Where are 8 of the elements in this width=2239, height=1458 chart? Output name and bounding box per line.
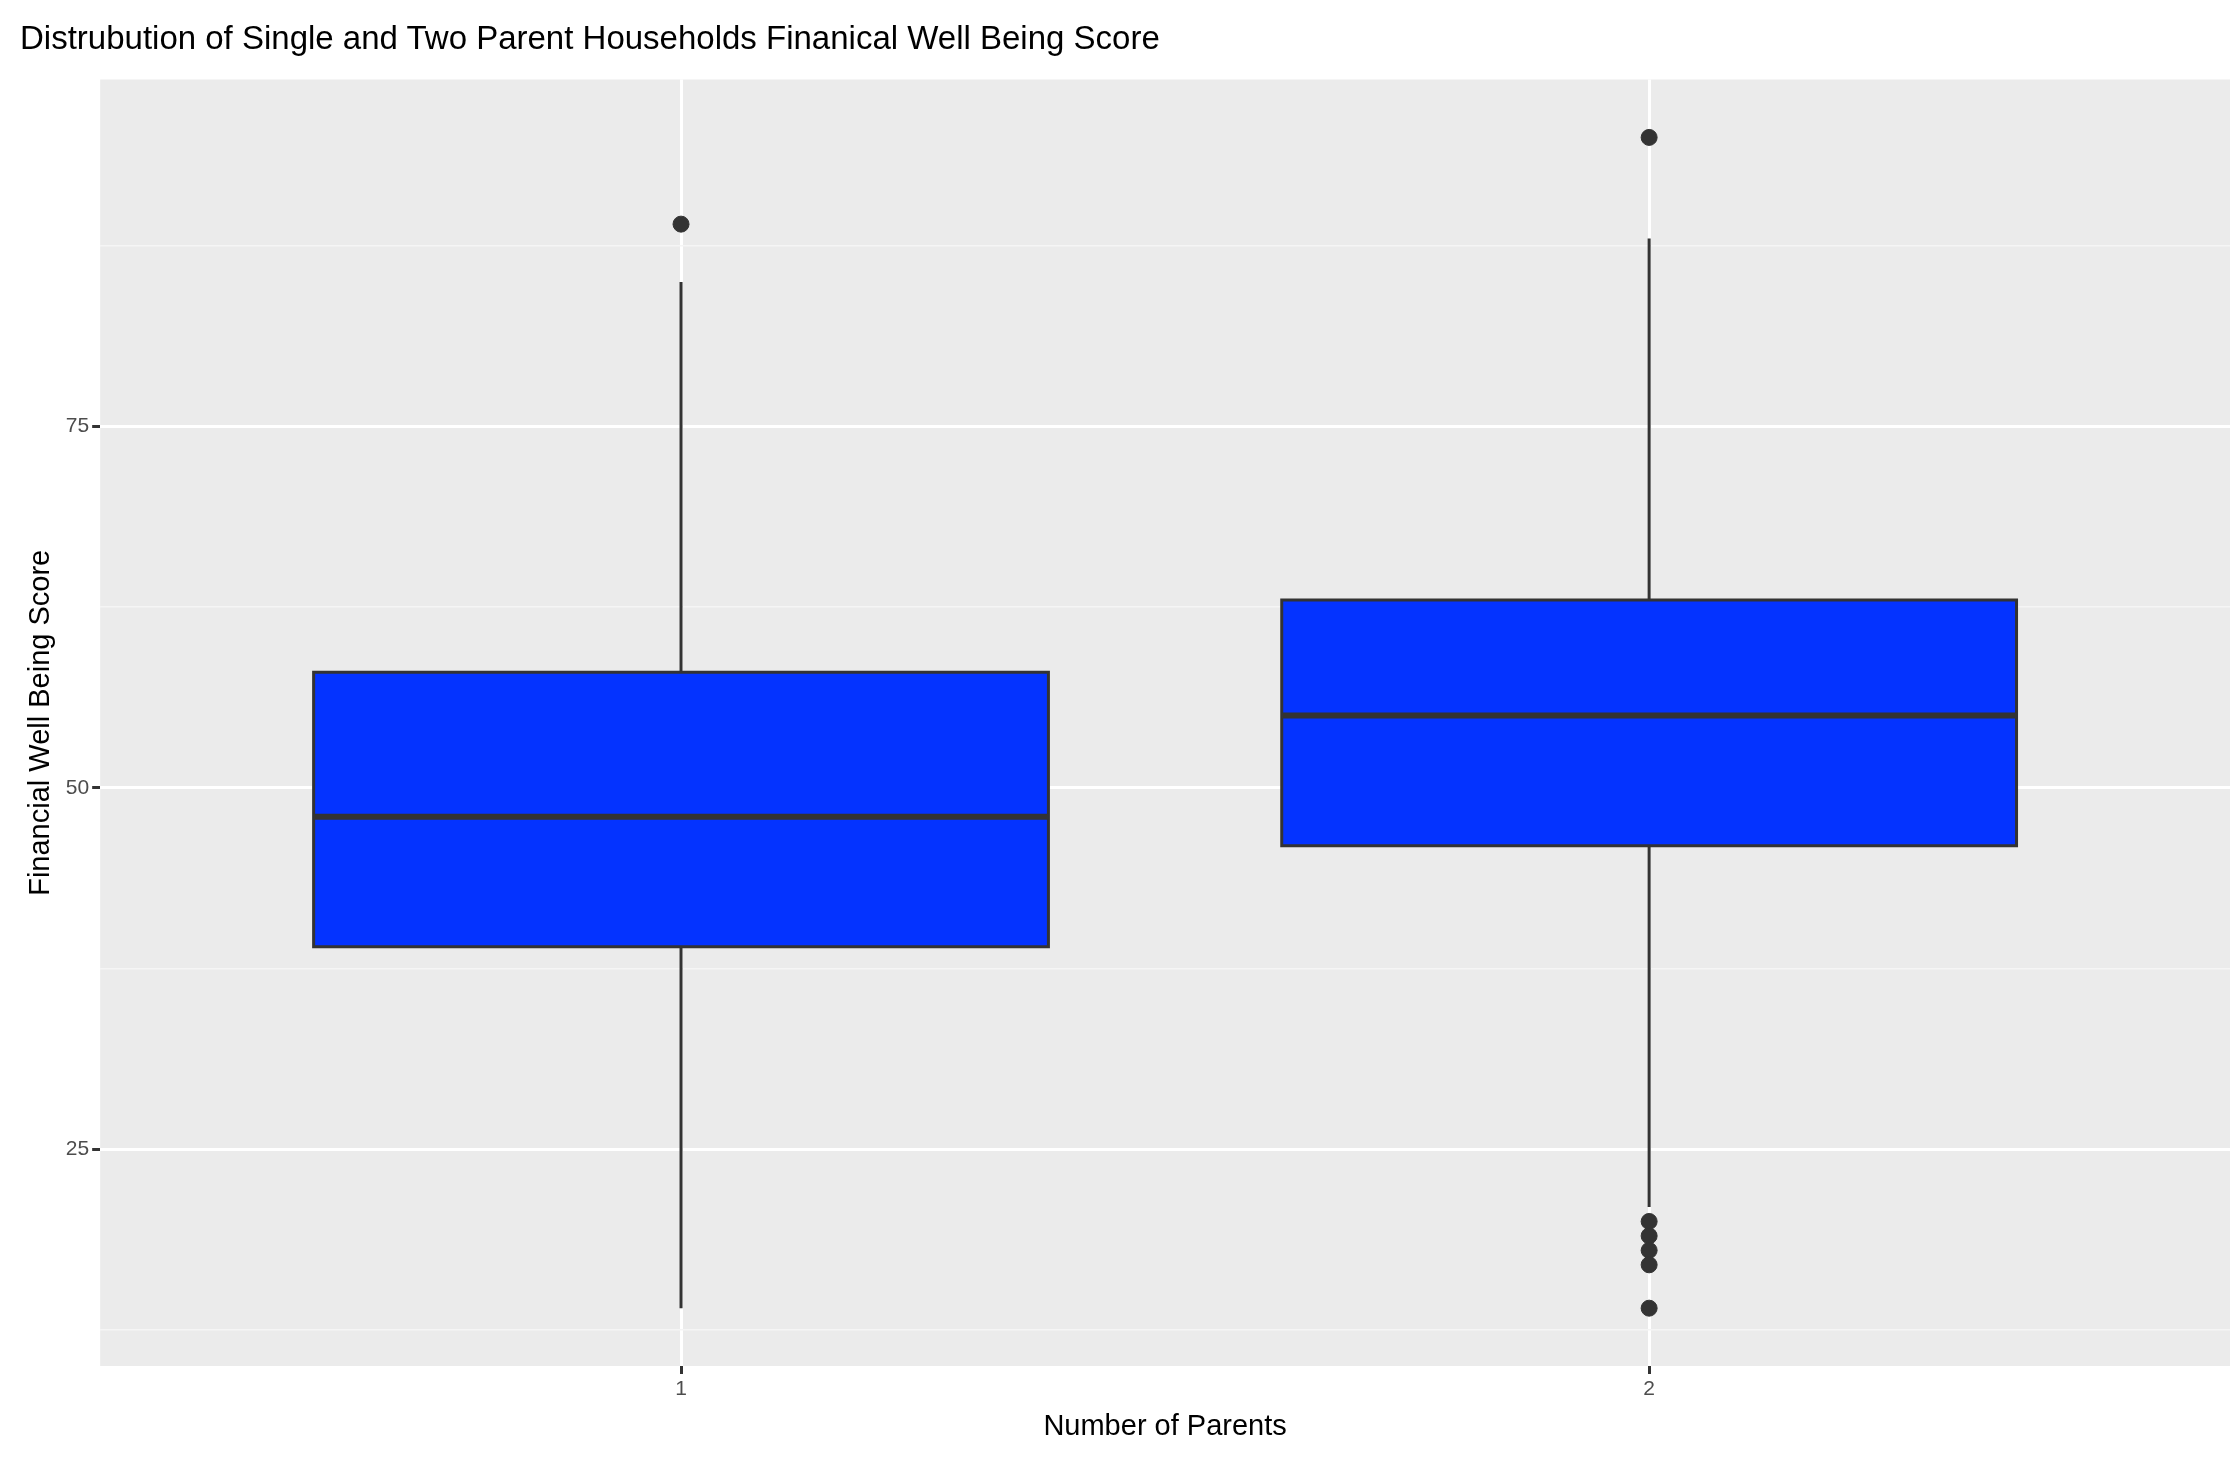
x-axis-title: Number of Parents [1043, 1408, 1287, 1441]
y-axis-title: Financial Well Being Score [23, 549, 56, 896]
y-tick-label: 75 [65, 413, 90, 437]
x-tick-label: 2 [1643, 1376, 1655, 1400]
y-tick-label: 50 [65, 774, 90, 798]
x-tick-label: 1 [675, 1376, 687, 1400]
chart-title: Distrubution of Single and Two Parent Households Finanical Well Being Score [20, 18, 1160, 56]
y-tick-label: 25 [65, 1135, 90, 1159]
